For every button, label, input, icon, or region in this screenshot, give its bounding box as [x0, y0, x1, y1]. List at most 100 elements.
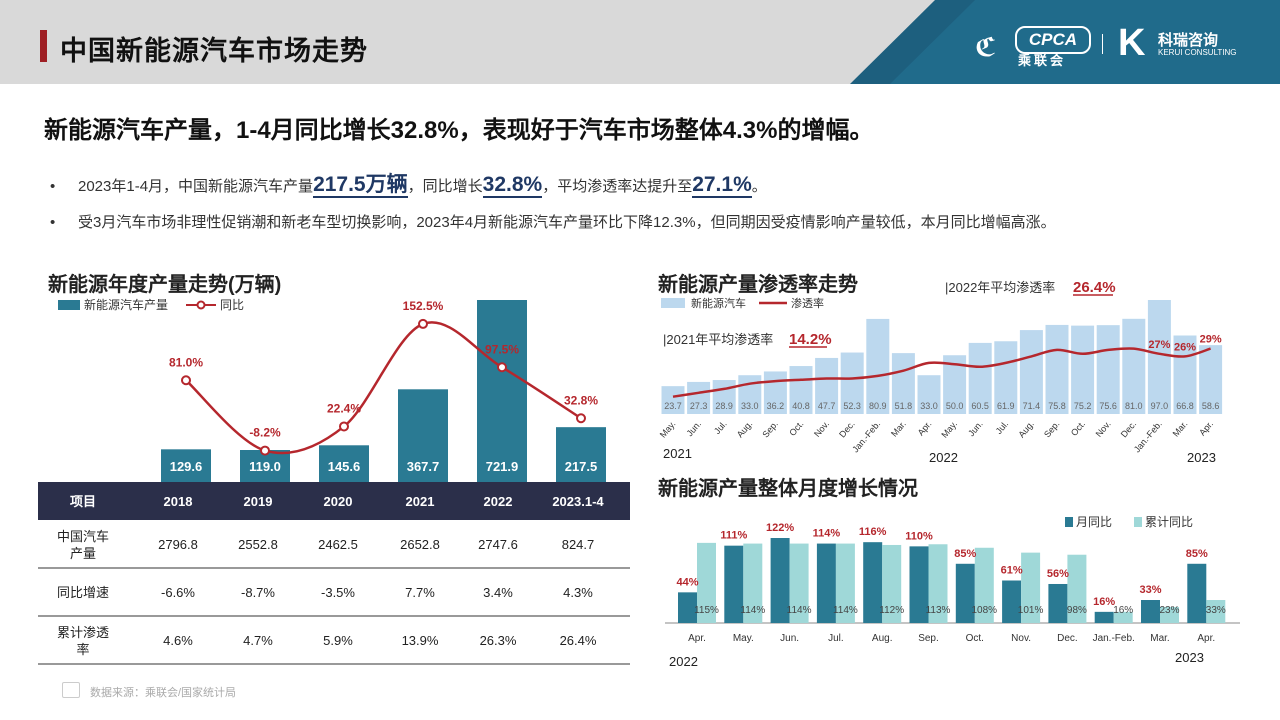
bar-cumulative — [974, 547, 994, 623]
bar-value-label: 36.2 — [767, 401, 785, 411]
bar-value-label: 75.8 — [1048, 401, 1066, 411]
bar-nev — [815, 357, 839, 414]
bar-nev — [1122, 318, 1146, 414]
legend-label-production: 新能源汽车产量 — [84, 297, 168, 312]
bar-value-label: 145.6 — [328, 459, 361, 474]
monthly-growth-chart: 月同比 累计同比 44% 115% Apr. 111% 114% May. 122% 114% Ju… — [665, 515, 1240, 669]
cumulative-value-label: 101% — [1018, 605, 1044, 616]
monthly-value-label: 111% — [720, 530, 747, 542]
x-tick-label: Aug. — [1016, 419, 1036, 440]
table-cell: 产量 — [70, 546, 96, 561]
bar-value-label: 47.7 — [818, 401, 836, 411]
annotation-2022-prefix: |2022年平均渗透率 — [945, 280, 1055, 295]
legend-swatch-cumulative — [1134, 517, 1142, 527]
legend-label-nev: 新能源汽车 — [691, 296, 746, 310]
yoy-label: 81.0% — [169, 355, 203, 369]
bar-cumulative — [882, 544, 902, 623]
bullet-1-seg: ，平均渗透率达提升至 — [542, 178, 693, 195]
bar-value-label: 66.8 — [1176, 401, 1194, 411]
bar-value-label: 33.0 — [741, 401, 759, 411]
cumulative-value-label: 23% — [1159, 605, 1179, 616]
highlight-production: 217.5万辆 — [313, 173, 408, 198]
year-label: 2023 — [1187, 450, 1216, 465]
table-header-cell: 2018 — [164, 494, 193, 509]
chart2-title: 新能源产量渗透率走势 — [658, 274, 858, 296]
bar-nev — [1096, 325, 1120, 414]
table-cell: 率 — [76, 642, 89, 657]
cumulative-value-label: 33% — [1206, 605, 1226, 616]
kerui-logo-name: 科瑞咨询 — [1158, 32, 1219, 49]
yoy-point — [181, 375, 191, 386]
legend-label-cumulative: 累计同比 — [1145, 515, 1193, 529]
x-tick-label: May. — [733, 633, 754, 644]
x-tick-label: Sep. — [918, 633, 939, 644]
bar-value-label: 81.0 — [1125, 401, 1143, 411]
yoy-point — [260, 445, 270, 456]
table-cell: 4.6% — [163, 633, 193, 648]
x-tick-label: May. — [939, 419, 959, 440]
table-cell: 2796.8 — [158, 537, 198, 552]
cumulative-value-label: 113% — [926, 605, 951, 616]
bar-monthly — [1048, 583, 1068, 623]
legend-swatch-nev — [661, 298, 685, 308]
bar-nev — [1071, 325, 1095, 414]
monthly-value-label: 44% — [676, 576, 698, 588]
bar-nev — [943, 355, 967, 414]
bar-value-label: 119.0 — [249, 459, 281, 474]
table-cell: 4.3% — [563, 585, 593, 600]
yoy-point — [418, 318, 428, 329]
cumulative-value-label: 114% — [740, 605, 765, 616]
x-tick-label: Dec. — [1119, 419, 1139, 440]
bar-nev — [968, 342, 992, 414]
yoy-point — [497, 362, 507, 373]
yoy-point — [576, 413, 586, 424]
x-tick-label: Oct. — [966, 633, 984, 644]
bar-value-label: 58.6 — [1202, 401, 1220, 411]
monthly-value-label: 116% — [859, 526, 887, 538]
annotation-2021-prefix: |2021年平均渗透率 — [663, 332, 773, 347]
bullet-2: • 受3月汽车市场非理性促销潮和新老车型切换影响，2023年4月新能源汽车产量环比… — [50, 214, 1056, 231]
legend-label-yoy: 同比 — [220, 298, 244, 312]
table-cell: 2462.5 — [318, 537, 358, 552]
table-cell: 26.3% — [480, 633, 517, 648]
bar-monthly — [724, 545, 744, 623]
bullet-1: • 2023年1-4月，中国新能源汽车产量217.5万辆，同比增长32.8%，平均… — [50, 173, 767, 198]
bar-monthly — [770, 538, 790, 623]
yoy-label: 97.5% — [485, 342, 519, 356]
table-cell: 5.9% — [323, 633, 353, 648]
yoy-point — [339, 421, 349, 432]
yoy-label: 152.5% — [403, 299, 444, 313]
source-note: 数据来源：乘联会/国家统计局 — [90, 687, 237, 699]
cumulative-value-label: 112% — [879, 605, 904, 616]
monthly-value-label: 61% — [1001, 565, 1023, 577]
bar-production — [161, 449, 211, 482]
table-cell: -8.7% — [241, 585, 275, 600]
annotation-2021-value: 14.2% — [789, 331, 832, 348]
x-tick-label: Oct. — [1069, 419, 1087, 438]
monthly-value-label: 56% — [1047, 568, 1069, 580]
table-header-cell: 2020 — [324, 494, 353, 509]
x-tick-label: Jan.-Feb. — [1093, 633, 1135, 644]
year-label: 2022 — [669, 654, 698, 669]
x-tick-label: Sep. — [760, 419, 780, 440]
table-cell: 824.7 — [562, 537, 595, 552]
bar-value-label: 129.6 — [170, 459, 203, 474]
table-cell: 4.7% — [243, 633, 273, 648]
table-cell: 累计渗透 — [57, 625, 109, 640]
bar-monthly — [1002, 580, 1022, 623]
x-tick-label: Apr. — [916, 419, 934, 438]
bar-monthly — [816, 543, 836, 623]
legend-label-penetration: 渗透率 — [791, 296, 824, 310]
table-cell: 2747.6 — [478, 537, 518, 552]
bar-production — [319, 445, 369, 482]
x-tick-label: Dec. — [837, 419, 857, 440]
cpca-logo-sub: 乘联会 — [1018, 53, 1067, 68]
bullet-1-seg: 2023年1-4月，中国新能源汽车产量 — [78, 178, 314, 195]
table-cell: 中国汽车 — [57, 529, 109, 544]
x-tick-label: Jun. — [966, 419, 985, 438]
bar-value-label: 721.9 — [486, 459, 519, 474]
bar-nev — [994, 341, 1018, 414]
bar-nev — [1019, 330, 1043, 414]
bar-value-label: 75.2 — [1074, 401, 1092, 411]
